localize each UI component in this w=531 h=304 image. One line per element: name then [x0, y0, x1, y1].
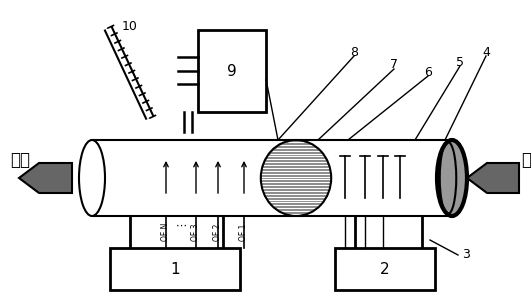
Text: 8: 8	[350, 46, 358, 58]
Text: 6: 6	[424, 65, 432, 78]
Ellipse shape	[437, 140, 467, 216]
Text: 3: 3	[462, 248, 470, 261]
Ellipse shape	[261, 140, 331, 216]
Text: 1: 1	[170, 261, 180, 277]
Ellipse shape	[79, 140, 105, 216]
Text: OF 1: OF 1	[239, 223, 249, 241]
Bar	[335, 248, 435, 290]
Text: 出口: 出口	[10, 151, 30, 169]
Text: ⋯: ⋯	[175, 221, 186, 231]
Text: 9: 9	[227, 64, 237, 78]
Bar	[198, 30, 266, 112]
Text: OF 2: OF 2	[213, 223, 222, 241]
Text: 7: 7	[390, 58, 398, 71]
FancyArrow shape	[19, 163, 72, 193]
Text: 4: 4	[482, 46, 490, 58]
Text: 2: 2	[380, 261, 390, 277]
Bar	[92, 140, 452, 216]
Text: 10: 10	[122, 19, 138, 33]
Text: OF 3: OF 3	[192, 223, 201, 241]
Text: OF N: OF N	[161, 223, 170, 241]
Text: 入口: 入口	[521, 151, 531, 169]
FancyArrow shape	[467, 163, 519, 193]
Text: 5: 5	[456, 56, 464, 68]
Bar	[110, 248, 240, 290]
